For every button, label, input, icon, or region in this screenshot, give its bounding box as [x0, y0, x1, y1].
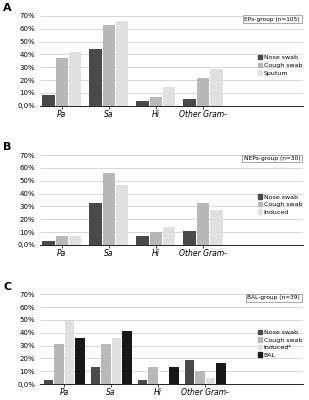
Bar — [185, 360, 194, 384]
Bar — [75, 338, 85, 384]
Bar — [216, 364, 226, 384]
Bar — [163, 227, 176, 245]
Bar — [210, 68, 222, 106]
Bar — [210, 210, 222, 245]
Bar — [169, 367, 179, 384]
Bar — [148, 367, 158, 384]
Bar — [116, 185, 129, 245]
Bar — [163, 86, 176, 106]
Bar — [122, 332, 132, 384]
Bar — [197, 78, 209, 106]
Bar — [56, 236, 68, 245]
Bar — [183, 231, 196, 245]
Bar — [195, 371, 205, 384]
Bar — [150, 232, 162, 245]
Text: C: C — [3, 282, 11, 292]
Text: NEPs-group (n=30): NEPs-group (n=30) — [243, 156, 300, 161]
Bar — [101, 344, 111, 384]
Bar — [136, 101, 149, 106]
Bar — [112, 338, 121, 384]
Bar — [42, 96, 55, 106]
Legend: Nose swab, Cough swab, Induced: Nose swab, Cough swab, Induced — [258, 194, 302, 215]
Legend: Nose swab, Cough swab, Sputum: Nose swab, Cough swab, Sputum — [258, 55, 302, 76]
Text: BAL-group (n=39): BAL-group (n=39) — [247, 295, 300, 300]
Bar — [103, 173, 115, 245]
Bar — [197, 202, 209, 245]
Text: EPs-group (n=105): EPs-group (n=105) — [244, 17, 300, 22]
Bar — [91, 367, 100, 384]
Bar — [69, 52, 82, 106]
Text: A: A — [3, 3, 12, 13]
Bar — [136, 236, 149, 245]
Bar — [183, 99, 196, 106]
Bar — [44, 380, 53, 384]
Bar — [65, 321, 74, 384]
Bar — [54, 344, 64, 384]
Legend: Nose swab, Cough swab, Induced*, BAL: Nose swab, Cough swab, Induced*, BAL — [258, 330, 302, 358]
Text: B: B — [3, 142, 12, 152]
Bar — [42, 241, 55, 245]
Bar — [89, 49, 102, 106]
Bar — [116, 21, 129, 106]
Bar — [138, 380, 147, 384]
Bar — [69, 236, 82, 245]
Bar — [103, 25, 115, 106]
Bar — [89, 202, 102, 245]
Bar — [56, 58, 68, 106]
Bar — [205, 378, 215, 384]
Bar — [150, 97, 162, 106]
